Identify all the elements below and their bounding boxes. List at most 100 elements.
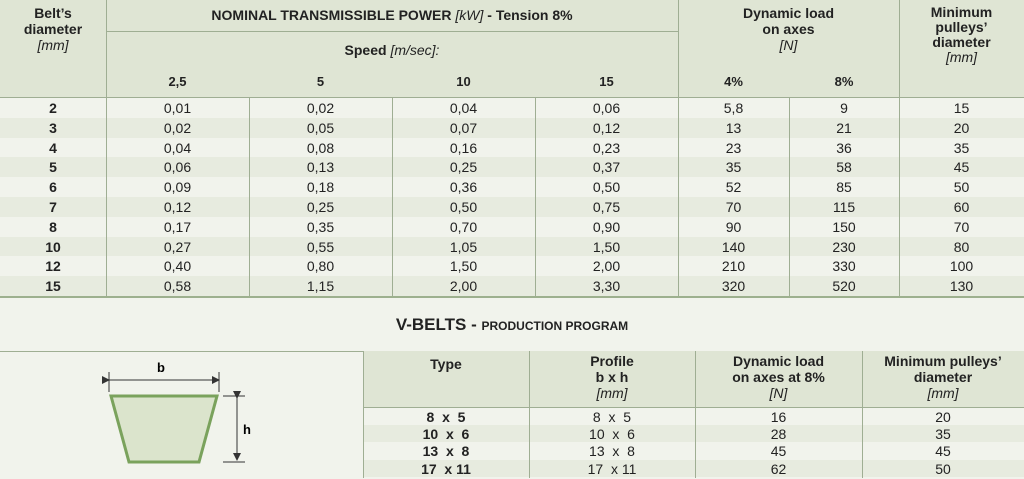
header-line: diameter [23, 21, 83, 37]
table-cell: 0,25 [306, 199, 335, 215]
table-cell: 0,05 [306, 119, 335, 136]
table-cell: 1,50 [449, 258, 478, 275]
table-cell: 0,07 [449, 119, 478, 136]
table-cell: 0,12 [592, 119, 621, 136]
header-unit: [mm] [37, 37, 69, 53]
table-cell: 36 [836, 139, 852, 156]
table-cell: 60 [953, 199, 970, 215]
table-cell: 45 [935, 443, 951, 460]
power-header-tension: - Tension 8% [487, 7, 573, 23]
table-row [0, 157, 1024, 178]
table-cell: 8 [49, 218, 57, 235]
table-cell: 100 [949, 258, 974, 275]
table-cell: 13 [725, 119, 742, 136]
divider [249, 97, 250, 297]
table-cell: 17 x 11 [587, 460, 637, 477]
table-cell: 2 [49, 100, 57, 116]
table-cell: 0,50 [449, 199, 478, 215]
table-cell: 0,80 [306, 258, 335, 275]
speed-header: Speed [m/sec]: [106, 42, 678, 58]
table-cell: 230 [832, 238, 856, 255]
table-cell: 5,8 [723, 100, 744, 116]
header-unit: [mm] [945, 49, 978, 65]
speed-col-header: 5 [316, 74, 325, 89]
table-cell: 330 [832, 258, 856, 275]
table-cell: 0,06 [592, 100, 621, 116]
header-line: Minimum pulleys’ [884, 353, 1002, 369]
table-cell: 12 [45, 258, 61, 275]
vbelts-title: V-BELTS - PRODUCTION PROGRAM [0, 315, 1024, 335]
table-cell: 50 [953, 179, 970, 196]
header-line: Belt’s [34, 5, 72, 21]
table-cell: 0,36 [449, 179, 478, 196]
table-cell: 45 [770, 443, 787, 460]
header-line: on axes at 8% [732, 369, 825, 385]
header-unit: [mm] [927, 385, 959, 401]
table-cell: 2,00 [592, 258, 621, 275]
header-line: diameter [932, 34, 991, 50]
divider [0, 296, 1024, 298]
table-cell: 8 x 5 [426, 409, 466, 425]
table-cell: 150 [832, 218, 856, 235]
table-cell: 3,30 [592, 278, 621, 295]
table-cell: 0,90 [592, 218, 621, 235]
header-line: pulleys’ [935, 19, 988, 35]
table-cell: 5 [49, 159, 57, 176]
divider [695, 351, 696, 478]
vbelts-title-main: V-BELTS - [395, 315, 477, 334]
table-cell: 0,01 [163, 100, 192, 116]
table-cell: 17 x 11 [421, 460, 471, 477]
header-line: Dynamic load [732, 353, 825, 369]
table-cell: 0,27 [163, 238, 192, 255]
table-row [0, 236, 1024, 257]
table-cell: 2,00 [449, 278, 478, 295]
table-cell: 0,02 [306, 100, 335, 116]
table-cell: 0,35 [306, 218, 335, 235]
h-label: h [243, 422, 251, 437]
table-cell: 3 [49, 119, 57, 136]
speed-col-header: 10 [456, 74, 471, 89]
divider [106, 31, 678, 32]
table-row [0, 117, 1024, 138]
table-cell: 0,09 [163, 179, 192, 196]
dyn-col-header: 8% [834, 74, 854, 89]
table-cell: 0,75 [592, 199, 621, 215]
table-cell: 9 [840, 100, 848, 116]
vb-dynamic-load-header: Dynamic load on axes at 8% [N] [695, 353, 862, 401]
table-cell: 1,15 [306, 278, 335, 295]
table-cell: 0,50 [592, 179, 621, 196]
table-cell: 0,04 [449, 100, 478, 116]
dyn-col-header: 4% [724, 74, 743, 89]
table-cell: 7 [49, 199, 57, 215]
table-cell: 45 [953, 159, 970, 176]
table-cell: 80 [953, 238, 970, 255]
table-cell: 0,18 [306, 179, 335, 196]
vbelts-subtitle: PRODUCTION PROGRAM [481, 319, 629, 333]
table-cell: 0,25 [449, 159, 478, 176]
divider [363, 351, 364, 478]
table-cell: 0,58 [163, 278, 192, 295]
header-line: Minimum [930, 4, 993, 20]
table-cell: 10 x 6 [589, 426, 635, 443]
type-header: Type [430, 356, 462, 372]
speed-col-header: 2,5 [168, 74, 187, 89]
table-cell: 0,55 [306, 238, 335, 255]
table-row [363, 459, 1024, 477]
table-cell: 4 [49, 139, 57, 156]
table-cell: 13 x 8 [589, 443, 635, 460]
header-line: b x h [595, 369, 629, 385]
power-header: NOMINAL TRANSMISSIBLE POWER [kW] - Tensi… [106, 7, 678, 23]
table-cell: 35 [725, 159, 742, 176]
header-line: Dynamic load [742, 5, 835, 21]
table-cell: 28 [770, 426, 787, 443]
table-cell: 58 [836, 159, 852, 176]
table-cell: 21 [836, 119, 852, 136]
vb-min-pulley-header: Minimum pulleys’ diameter [mm] [862, 353, 1024, 401]
divider [529, 351, 530, 478]
min-pulley-header: Minimum pulleys’ diameter [mm] [899, 5, 1024, 65]
table-cell: 0,12 [163, 199, 192, 215]
table-cell: 70 [725, 199, 742, 215]
header-unit: [N] [779, 37, 798, 53]
belt-power-table: Belt’s diameter [mm] NOMINAL TRANSMISSIB… [0, 0, 1024, 298]
header-unit: [N] [769, 385, 788, 401]
